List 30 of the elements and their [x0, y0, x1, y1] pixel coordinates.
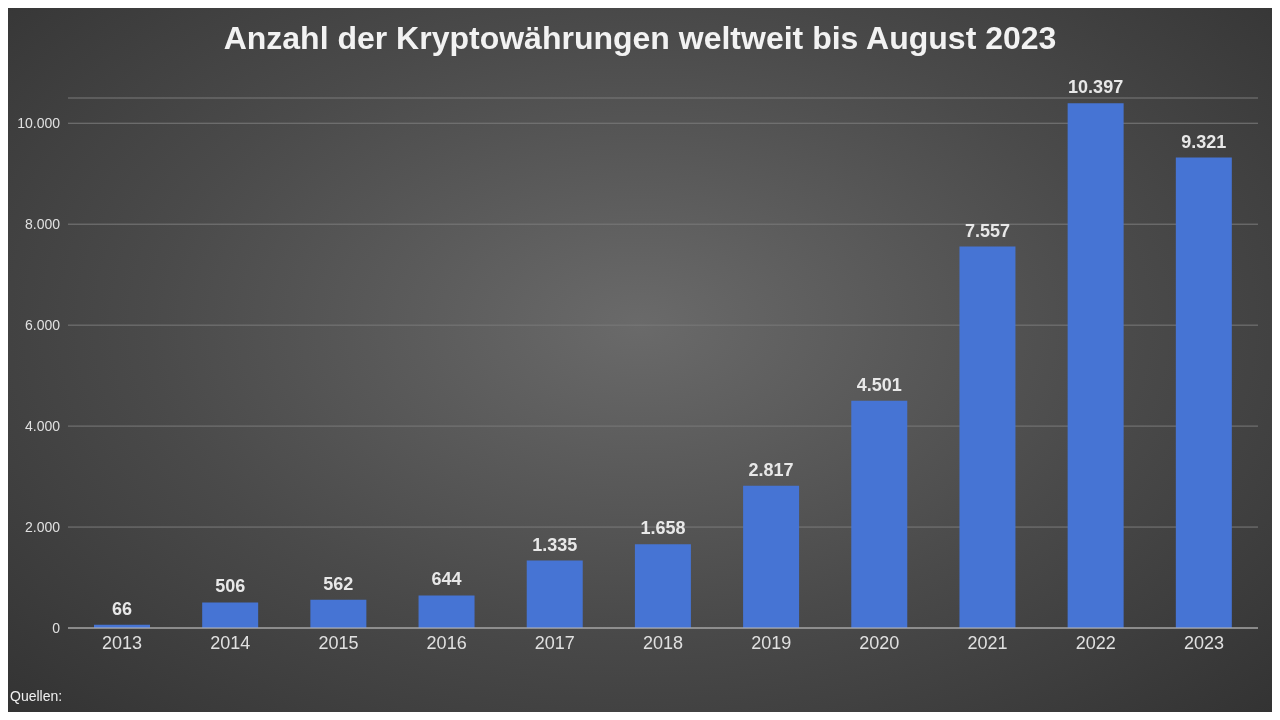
y-tick-label: 0: [52, 619, 61, 636]
data-label: 1.335: [532, 534, 578, 555]
data-label: 2.817: [748, 459, 794, 480]
y-tick-label: 2.000: [24, 519, 61, 536]
data-label: 506: [215, 576, 246, 597]
data-label: 562: [323, 573, 354, 594]
data-label: 644: [431, 569, 462, 590]
x-tick-label: 2015: [318, 632, 359, 653]
y-tick-label: 6.000: [24, 317, 61, 334]
y-tick-label: 8.000: [24, 216, 61, 233]
x-tick-label: 2023: [1183, 632, 1224, 653]
data-label: 66: [111, 598, 133, 619]
y-tick-label: 10.000: [17, 115, 61, 132]
x-tick-label: 2016: [426, 632, 467, 653]
x-tick-label: 2013: [102, 632, 143, 653]
data-label: 7.557: [964, 220, 1010, 241]
data-label: 1.658: [640, 518, 686, 539]
data-label: 9.321: [1181, 131, 1227, 152]
x-tick-label: 2018: [642, 632, 684, 653]
x-tick-label: 2014: [210, 632, 251, 653]
x-tick-label: 2022: [1075, 632, 1116, 653]
chart-title: Anzahl der Kryptowährungen weltweit bis August 2023: [222, 20, 1058, 57]
data-label: 10.397: [1068, 77, 1124, 98]
x-tick-label: 2017: [534, 632, 575, 653]
data-label: 4.501: [856, 374, 902, 395]
x-tick-label: 2020: [859, 632, 900, 653]
x-tick-label: 2019: [751, 632, 792, 653]
x-tick-label: 2021: [967, 632, 1008, 653]
source-note: Quellen:: [10, 688, 63, 704]
y-tick-label: 4.000: [24, 418, 61, 435]
